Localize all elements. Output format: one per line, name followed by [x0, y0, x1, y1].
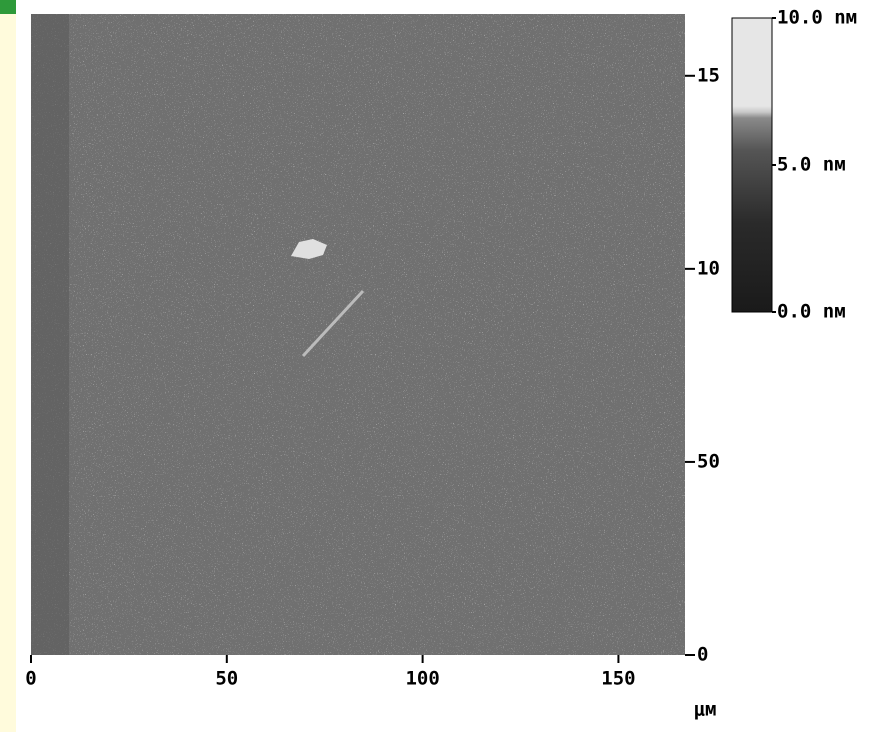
- x-tick-label: 100: [405, 668, 439, 690]
- side-strip: [0, 0, 16, 732]
- y-tick-label: 10: [697, 257, 720, 279]
- y-tick-label: 15: [697, 64, 720, 86]
- x-tick-label: 0: [25, 668, 36, 690]
- afm-image: [31, 14, 685, 655]
- y-tick-label: 0: [697, 644, 708, 666]
- x-tick-label: 50: [215, 668, 238, 690]
- colorbar: [732, 18, 772, 312]
- colorbar-label: 10.0 nм: [777, 7, 857, 29]
- chart: μм 0 50 100 150 0 50 10 15 0.0 nм 5.0 nм 10.0 nм: [0, 0, 893, 732]
- colorbar-label: 5.0 nм: [777, 154, 846, 176]
- side-marker: [0, 0, 16, 14]
- scan-band: [31, 14, 69, 655]
- y-tick-label: 50: [697, 450, 720, 472]
- colorbar-label: 0.0 nм: [777, 301, 846, 323]
- x-tick-label: 150: [601, 668, 635, 690]
- x-axis-label: μм: [694, 699, 717, 721]
